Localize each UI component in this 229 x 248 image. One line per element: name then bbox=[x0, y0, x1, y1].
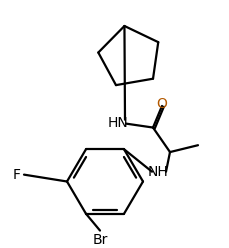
Text: F: F bbox=[13, 168, 21, 182]
Text: NH: NH bbox=[147, 165, 168, 179]
Text: HN: HN bbox=[107, 116, 128, 130]
Text: Br: Br bbox=[92, 233, 107, 247]
Text: O: O bbox=[156, 97, 167, 111]
